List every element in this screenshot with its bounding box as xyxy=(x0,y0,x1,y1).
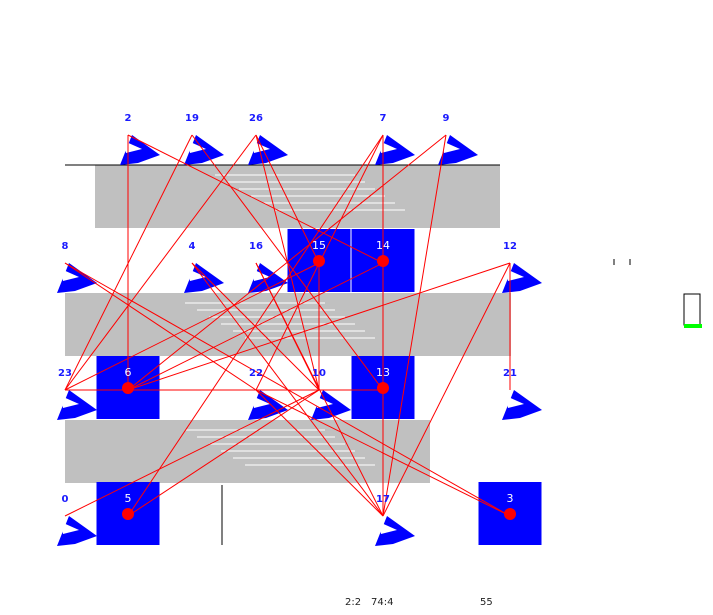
node-label-3: 3 xyxy=(507,492,514,505)
node-glyph-cut-8 xyxy=(61,269,79,281)
node-label-26: 26 xyxy=(249,113,263,124)
node-glyph-cut-22 xyxy=(252,396,270,408)
node-label-7: 7 xyxy=(380,113,387,124)
node-label-6: 6 xyxy=(125,366,132,379)
edge-n8-n22 xyxy=(64,262,257,391)
edge-n26-n15 xyxy=(255,134,320,264)
edge-n19-n23 xyxy=(64,134,193,391)
node-glyph-cut-4 xyxy=(188,269,206,281)
node-dot-13 xyxy=(377,382,389,394)
side-widget xyxy=(613,259,702,328)
edge-n4-n10 xyxy=(191,262,320,391)
node-glyph-9 xyxy=(438,135,478,165)
node-glyph-cut-19 xyxy=(188,141,206,153)
edge-n12-n6 xyxy=(127,262,511,391)
edge-n10-n0 xyxy=(64,389,320,517)
edge-n9-n17 xyxy=(382,134,447,517)
node-label-10: 10 xyxy=(312,368,326,379)
node-glyph-cut-10 xyxy=(315,396,333,408)
edge-n9-n6 xyxy=(127,134,447,391)
node-label-4: 4 xyxy=(189,241,196,252)
edge-n3-n22 xyxy=(255,389,511,517)
side-bracket xyxy=(683,293,701,326)
band-layer xyxy=(65,164,511,545)
node-label-15: 15 xyxy=(312,239,326,252)
node-label-13: 13 xyxy=(376,366,390,379)
node-glyph-cut-23 xyxy=(61,396,79,408)
node-label-14: 14 xyxy=(376,239,390,252)
node-glyph-cut-0 xyxy=(61,522,79,534)
node-dot-14 xyxy=(377,255,389,267)
node-glyph-cut-26 xyxy=(252,141,270,153)
footer-label-right: 55 xyxy=(480,597,493,608)
side-accent-bar xyxy=(684,324,702,328)
edge-n7-n5 xyxy=(127,134,384,517)
node-label-23: 23 xyxy=(58,368,72,379)
node-label-17: 17 xyxy=(376,494,390,505)
edge-n16-n17 xyxy=(255,262,384,517)
node-label-22: 22 xyxy=(249,368,263,379)
node-glyph-12 xyxy=(502,263,542,293)
node-label-9: 9 xyxy=(443,113,450,124)
node-label-12: 12 xyxy=(503,241,517,252)
edge-n12-n17 xyxy=(382,262,511,517)
node-glyph-0 xyxy=(57,516,97,546)
node-dot-layer xyxy=(122,255,516,520)
node-glyph-cut-21 xyxy=(506,396,524,408)
node-dot-3 xyxy=(504,508,516,520)
node-label-layer: 2 19 26 7 9 8 4 16 15 14 12 23 6 22 10 13 21 0 5 17 3 xyxy=(58,113,517,505)
node-label-16: 16 xyxy=(249,241,263,252)
node-label-8: 8 xyxy=(62,241,69,252)
node-dot-15 xyxy=(313,255,325,267)
node-glyph-21 xyxy=(502,390,542,420)
node-glyph-17 xyxy=(375,516,415,546)
node-glyph-19 xyxy=(184,135,224,165)
node-label-21: 21 xyxy=(503,368,517,379)
edge-layer xyxy=(64,134,511,517)
node-label-2: 2 xyxy=(125,113,132,124)
node-glyph-23 xyxy=(57,390,97,420)
edge-n10-n5 xyxy=(127,389,320,517)
node-label-19: 19 xyxy=(185,113,199,124)
node-label-0: 0 xyxy=(62,494,69,505)
node-glyph-2 xyxy=(120,135,160,165)
node-glyph-7 xyxy=(375,135,415,165)
node-glyph-cut-16 xyxy=(252,269,270,281)
node-label-5: 5 xyxy=(125,492,132,505)
node-glyph-cut-9 xyxy=(442,141,460,153)
node-glyph-cut-17 xyxy=(379,522,397,534)
node-dot-6 xyxy=(122,382,134,394)
node-glyph-10 xyxy=(311,390,351,420)
node-glyph-8 xyxy=(57,263,97,293)
edge-n2-n14 xyxy=(127,134,384,264)
node-dot-5 xyxy=(122,508,134,520)
footer-label-left: 2:2 xyxy=(345,597,361,608)
edge-n26-n23 xyxy=(64,134,257,391)
edge-n15-n23 xyxy=(64,262,320,391)
footer-label-mid: 74:4 xyxy=(371,597,393,608)
